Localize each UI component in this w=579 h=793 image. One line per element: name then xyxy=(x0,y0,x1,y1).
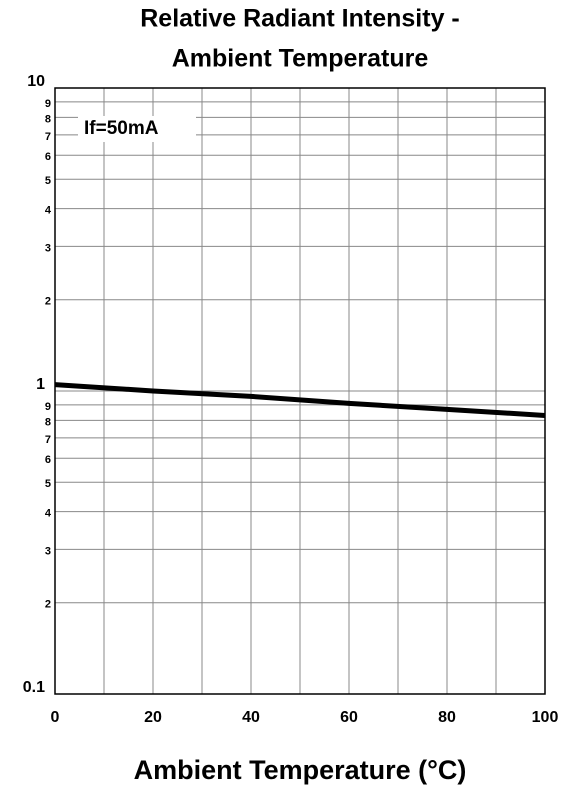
y-tick-label: 2 xyxy=(45,296,51,308)
y-tick-label: 3 xyxy=(45,545,51,557)
x-tick-label: 40 xyxy=(242,709,260,726)
x-tick-label: 80 xyxy=(438,709,456,726)
x-tick-label: 20 xyxy=(144,709,162,726)
y-tick-label: 6 xyxy=(45,454,51,466)
annotation: If=50mA xyxy=(84,118,159,139)
y-tick-label: 3 xyxy=(45,242,51,254)
y-tick-label: 2 xyxy=(45,599,51,611)
y-tick-label: 0.1 xyxy=(23,679,45,696)
y-tick-label: 1 xyxy=(36,376,45,393)
chart-title: Ambient Temperature xyxy=(172,45,429,73)
y-tick-label: 8 xyxy=(45,113,51,125)
y-tick-label: 4 xyxy=(45,204,52,216)
x-tick-label: 60 xyxy=(340,709,358,726)
y-tick-label: 5 xyxy=(45,175,51,187)
x-tick-label: 100 xyxy=(532,709,559,726)
x-tick-label: 0 xyxy=(51,709,60,726)
y-tick-label: 5 xyxy=(45,478,51,490)
plot-frame xyxy=(54,87,546,695)
y-tick-label: 4 xyxy=(45,507,52,519)
y-tick-label: 10 xyxy=(27,73,45,90)
chart-title: Relative Radiant Intensity - xyxy=(140,5,460,33)
y-tick-label: 8 xyxy=(45,416,51,428)
y-tick-label: 7 xyxy=(45,131,51,143)
x-axis-title: Ambient Temperature (°C) xyxy=(134,755,467,785)
y-tick-label: 9 xyxy=(45,98,51,110)
y-tick-label: 6 xyxy=(45,151,51,163)
annotation-box xyxy=(78,116,196,142)
y-tick-label: 9 xyxy=(45,401,51,413)
y-tick-label: 7 xyxy=(45,434,51,446)
data-line xyxy=(54,382,546,419)
